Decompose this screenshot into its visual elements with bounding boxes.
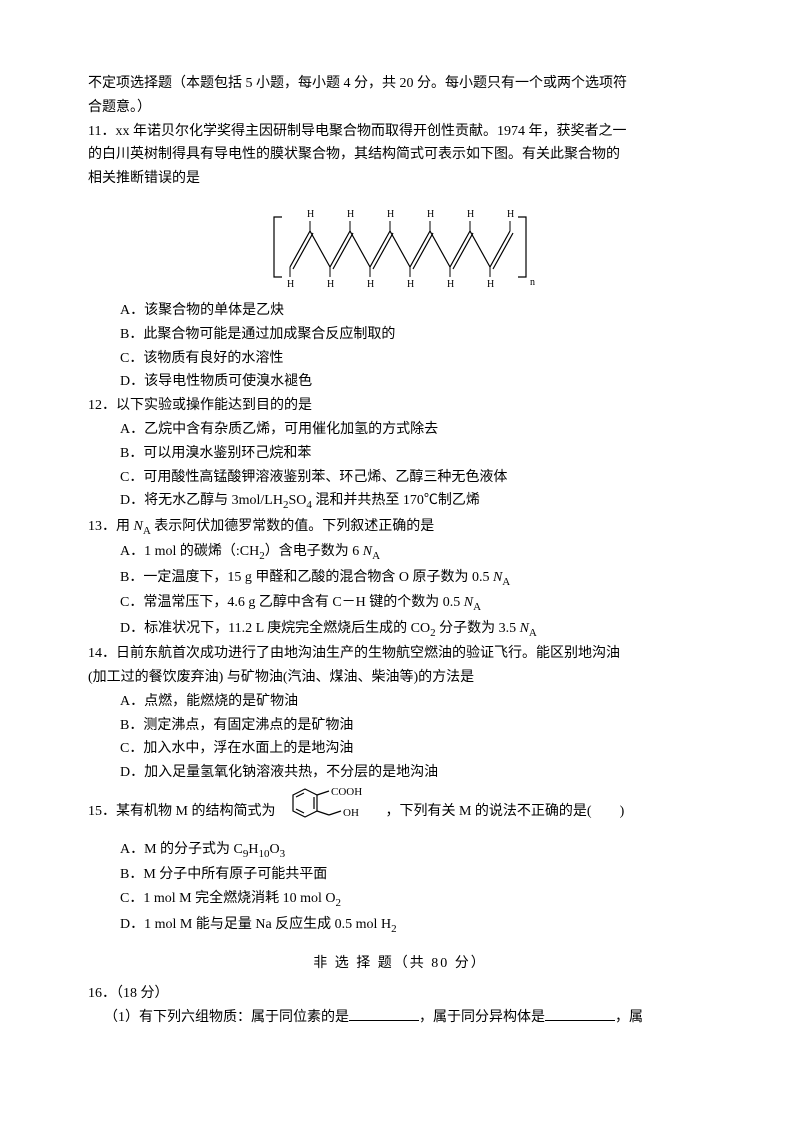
q15-oh-label: OH (343, 807, 359, 819)
q13-b-na: N (493, 570, 502, 585)
q12-d-post: 混和并共热至 170℃制乙烯 (312, 493, 480, 508)
q14-b: B．测定沸点，有固定沸点的是矿物油 (120, 718, 353, 733)
svg-text:H: H (327, 279, 334, 290)
svg-text:H: H (387, 209, 394, 220)
question-12: 12．以下实验或操作能达到目的的是 A．乙烷中含有杂质乙烯，可用催化加氢的方式除… (88, 394, 712, 515)
header-line1: 不定项选择题（本题包括 5 小题，每小题 4 分，共 20 分。每小题只有一个或… (88, 76, 627, 91)
section-header: 不定项选择题（本题包括 5 小题，每小题 4 分，共 20 分。每小题只有一个或… (88, 72, 712, 120)
svg-text:H: H (347, 209, 354, 220)
q16-stem: 16．（18 分） (88, 986, 169, 1001)
q13-a-mid: ）含电子数为 6 (265, 544, 363, 559)
q14-line2: (加工过的餐饮废弃油) 与矿物油(汽油、煤油、柴油等)的方法是 (88, 670, 474, 685)
q11-b: B．此聚合物可能是通过加成聚合反应制取的 (120, 327, 395, 342)
q13-d-na: N (520, 621, 529, 636)
q13-c-pre: C．常温常压下，4.6 g 乙醇中含有 C－H 键的个数为 0.5 (120, 595, 464, 610)
q16-line-pre: （1）有下列六组物质：属于同位素的是 (104, 1010, 349, 1025)
q13-stem-post: 表示阿伏加德罗常数的值。下列叙述正确的是 (151, 519, 435, 534)
q13-d-pre: D．标准状况下，11.2 L 庚烷完全燃烧后生成的 CO (120, 621, 430, 636)
q16-blank1 (349, 1006, 419, 1021)
q13-b-pre: B．一定温度下，15 g 甲醛和乙酸的混合物含 O 原子数为 0.5 (120, 570, 493, 585)
svg-text:H: H (427, 209, 434, 220)
q14-line1: 14．日前东航首次成功进行了由地沟油生产的生物航空燃油的验证飞行。能区别地沟油 (88, 646, 620, 661)
q13-c-na: N (464, 595, 473, 610)
question-11: 11．xx 年诺贝尔化学奖得主因研制导电聚合物而取得开创性贡献。1974 年，获… (88, 120, 712, 395)
header-line2: 合题意。） (88, 100, 151, 115)
q11-line1: 11．xx 年诺贝尔化学奖得主因研制导电聚合物而取得开创性贡献。1974 年，获… (88, 124, 626, 139)
svg-text:H: H (507, 209, 514, 220)
q13-a-na: N (363, 544, 372, 559)
nonchoice-title: 非 选 择 题（共 80 分） (88, 952, 712, 976)
q11-line2: 的白川英树制得具有导电性的膜状聚合物，其结构简式可表示如下图。有关此聚合物的 (88, 147, 620, 162)
q11-figure-n: n (530, 277, 535, 288)
q11-a: A．该聚合物的单体是乙炔 (120, 303, 284, 318)
q15-c-pre: C．1 mol M 完全燃烧消耗 10 mol O (120, 891, 335, 906)
q13-stem-a: A (143, 525, 151, 537)
q11-d: D．该导电性物质可使溴水褪色 (120, 374, 312, 389)
question-15: 15．某有机物 M 的结构简式为 (88, 785, 712, 938)
q14-a: A．点燃，能燃烧的是矿物油 (120, 694, 298, 709)
q13-c-a: A (473, 601, 481, 613)
svg-text:H: H (447, 279, 454, 290)
q16-blank2 (545, 1006, 615, 1021)
q11-c: C．该物质有良好的水溶性 (120, 351, 283, 366)
q15-a-o: 3 (280, 848, 286, 860)
q13-a-pre: A．1 mol 的碳烯（:CH (120, 544, 259, 559)
q14-d: D．加入足量氢氧化钠溶液共热，不分层的是地沟油 (120, 765, 438, 780)
q15-a-h: 10 (259, 848, 270, 860)
q16-mid2: ，属 (615, 1010, 643, 1025)
q13-d-mid: 分子数为 3.5 (436, 621, 520, 636)
q15-cooh-label: COOH (331, 786, 362, 798)
q12-a: A．乙烷中含有杂质乙烯，可用催化加氢的方式除去 (120, 422, 438, 437)
q15-b: B．M 分子中所有原子可能共平面 (120, 867, 327, 882)
q12-c: C．可用酸性高锰酸钾溶液鉴别苯、环己烯、乙醇三种无色液体 (120, 470, 507, 485)
q11-figure: H H H H H H H H H H H H n (88, 199, 712, 291)
q13-stem-na: N (134, 519, 143, 534)
svg-text:H: H (307, 209, 314, 220)
q12-d-pre: D．将无水乙醇与 3mol/LH (120, 493, 283, 508)
q13-b-a: A (502, 576, 510, 588)
q12-stem: 12．以下实验或操作能达到目的的是 (88, 398, 312, 413)
q13-d-a: A (529, 627, 537, 639)
q15-a-mid: H (248, 842, 258, 857)
question-14: 14．日前东航首次成功进行了由地沟油生产的生物航空燃油的验证飞行。能区别地沟油 … (88, 642, 712, 785)
q13-stem-pre: 13．用 (88, 519, 134, 534)
q15-d-pre: D．1 mol M 能与足量 Na 反应生成 0.5 mol H (120, 917, 391, 932)
svg-text:H: H (487, 279, 494, 290)
q15-a-pre: A．M 的分子式为 C (120, 842, 243, 857)
q16-mid1: ，属于同分异构体是 (419, 1010, 545, 1025)
q12-d-mid: SO (288, 493, 306, 508)
q13-a-a: A (372, 550, 380, 562)
q15-figure: COOH OH (275, 785, 385, 838)
question-16: 16．（18 分） （1）有下列六组物质：属于同位素的是 ，属于同分异构体是 ，属 (88, 982, 712, 1030)
q15-d-sub: 2 (391, 922, 397, 934)
svg-text:H: H (287, 279, 294, 290)
q15-stem-post: ，下列有关 M 的说法不正确的是( ) (385, 800, 624, 824)
question-13: 13．用 NA 表示阿伏加德罗常数的值。下列叙述正确的是 A．1 mol 的碳烯… (88, 515, 712, 642)
q14-c: C．加入水中，浮在水面上的是地沟油 (120, 741, 353, 756)
q15-stem-pre: 15．某有机物 M 的结构简式为 (88, 800, 275, 824)
q15-a-mid2: O (270, 842, 280, 857)
svg-text:H: H (367, 279, 374, 290)
q15-c-sub: 2 (335, 897, 341, 909)
svg-text:H: H (467, 209, 474, 220)
q12-b: B．可以用溴水鉴别环己烷和苯 (120, 446, 311, 461)
q11-line3: 相关推断错误的是 (88, 171, 200, 186)
svg-text:H: H (407, 279, 414, 290)
